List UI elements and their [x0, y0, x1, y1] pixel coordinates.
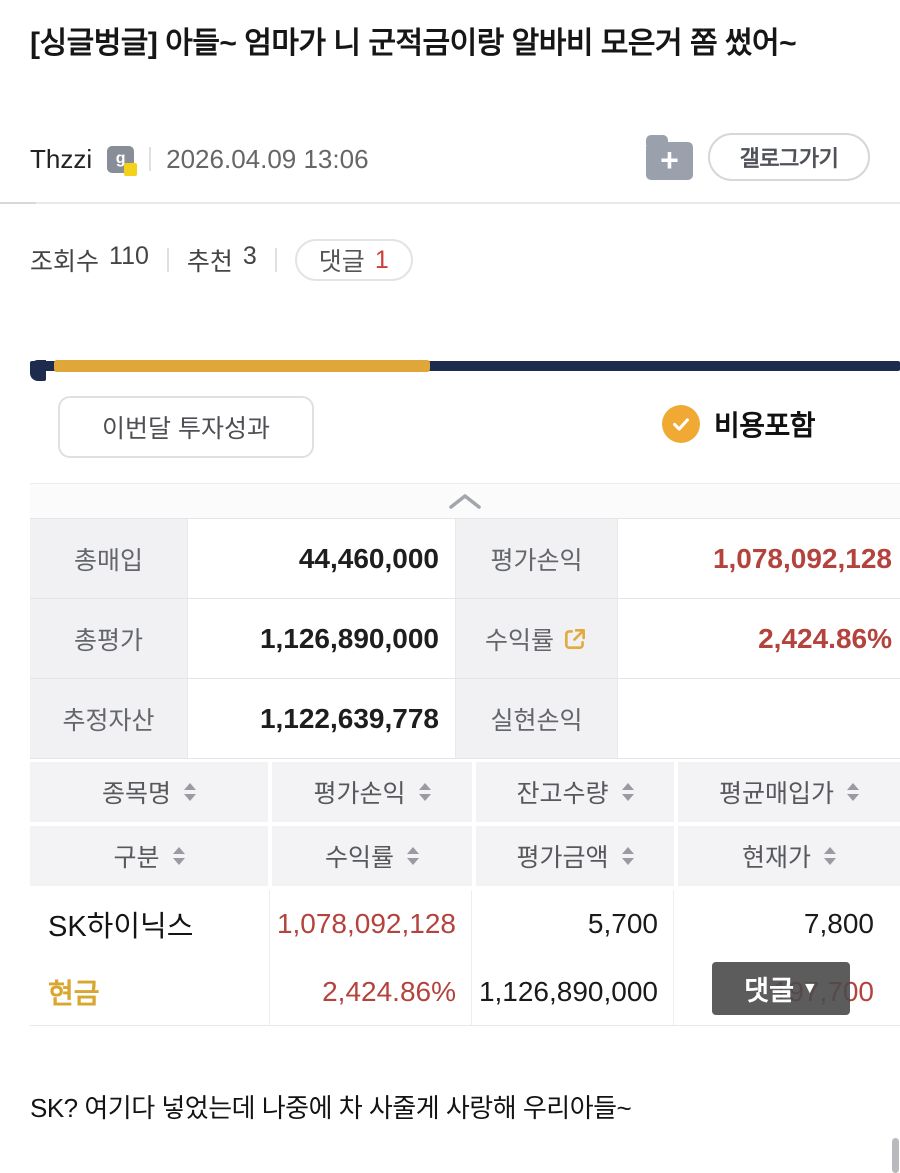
chevron-up-icon — [449, 494, 481, 509]
divider — [166, 248, 169, 272]
triangle-down-icon: ▼ — [801, 979, 818, 997]
sort-stock-name[interactable]: 종목명 — [30, 762, 268, 822]
progress-bar-track — [30, 361, 900, 371]
divider — [274, 248, 277, 272]
comment-count-pill[interactable]: 댓글 1 — [294, 239, 413, 281]
total-buy-value: 44,460,000 — [298, 542, 439, 574]
monthly-performance-button[interactable]: 이번달 투자성과 — [58, 396, 314, 458]
gallog-button[interactable]: 갤로그가기 — [708, 133, 870, 181]
plus-icon: + — [660, 141, 679, 178]
stock-avg-buy-price: 7,800 — [803, 908, 874, 939]
return-rate-value: 2,424.86% — [758, 622, 892, 654]
sort-arrows-icon — [621, 847, 634, 865]
sort-current-price[interactable]: 현재가 — [678, 826, 900, 886]
post-date: 2026.04.09 13:06 — [166, 143, 369, 174]
stock-return-rate: 2,424.86% — [322, 976, 456, 1007]
account-summary-table: 총매입 44,460,000 평가손익 1,078,092,128 총평가 1,… — [30, 518, 900, 759]
est-asset-value: 1,122,639,778 — [259, 702, 439, 734]
cost-include-label: 비용포함 — [714, 410, 816, 441]
cost-include-toggle[interactable]: 비용포함 — [662, 404, 816, 444]
sort-type[interactable]: 구분 — [30, 826, 268, 886]
sort-arrows-icon — [847, 783, 859, 801]
author-row: Thzzi g 2026.04.09 13:06 — [30, 136, 369, 182]
sort-profit-loss[interactable]: 평가손익 — [272, 762, 472, 822]
stock-quantity: 5,700 — [587, 908, 658, 939]
header-divider — [0, 202, 900, 204]
column-divider — [471, 890, 472, 1026]
divider — [149, 147, 152, 171]
eval-pl-label: 평가손익 — [455, 519, 618, 598]
collapse-panel-button[interactable] — [30, 483, 900, 518]
like-count: 추천 3 — [186, 242, 257, 276]
sort-arrows-icon — [407, 847, 419, 865]
post-title: [싱글벙글] 아들~ 엄마가 니 군적금이랑 알바비 모은거 쫌 썼어~ — [30, 27, 797, 60]
external-link-icon[interactable] — [562, 626, 588, 652]
column-divider — [673, 890, 674, 1026]
sort-eval-amount[interactable]: 평가금액 — [476, 826, 674, 886]
sort-return-rate[interactable]: 수익률 — [272, 826, 472, 886]
add-folder-button[interactable]: + — [646, 135, 693, 180]
summary-row: 추정자산 1,122,639,778 실현손익 — [30, 679, 900, 759]
stock-name: SK하이닉스 — [48, 911, 194, 943]
post-stats: 조회수 110 추천 3 댓글 1 — [30, 238, 413, 282]
sort-quantity[interactable]: 잔고수량 — [476, 762, 674, 822]
summary-row: 총평가 1,126,890,000 수익률 2,424.86% — [30, 599, 900, 679]
progress-bar-fill — [54, 360, 430, 372]
gallog-profile-icon[interactable]: g — [107, 145, 138, 176]
sort-arrows-icon — [621, 783, 634, 801]
sort-arrows-icon — [418, 783, 431, 801]
sort-arrows-icon — [172, 847, 185, 865]
author-name[interactable]: Thzzi — [30, 143, 93, 174]
eval-pl-value: 1,078,092,128 — [712, 542, 892, 574]
trading-app-screenshot: 이번달 투자성과 비용포함 총매입 44,460,000 평가손익 1,078,… — [30, 360, 900, 1028]
total-buy-label: 총매입 — [30, 519, 188, 598]
sort-avg-buy-price[interactable]: 평균매입가 — [678, 762, 900, 822]
holdings-header: 종목명 평가손익 잔고수량 평균매입가 구분 — [30, 762, 900, 890]
holding-type: 현금 — [48, 978, 100, 1009]
realized-pl-value — [618, 679, 900, 758]
sort-arrows-icon — [824, 847, 836, 865]
post-body-text: SK? 여기다 넣었는데 나중에 차 사줄게 사랑해 우리아들~ — [30, 1093, 632, 1123]
realized-pl-label: 실현손익 — [455, 679, 618, 758]
comment-jump-button[interactable]: 댓글 ▼ — [712, 962, 850, 1015]
stock-eval-amount: 1,126,890,000 — [478, 976, 658, 1007]
check-circle-icon — [662, 405, 700, 443]
stock-profit-loss: 1,078,092,128 — [276, 908, 456, 939]
comment-count: 1 — [374, 245, 389, 274]
column-divider — [269, 890, 270, 1026]
total-eval-value: 1,126,890,000 — [259, 622, 439, 654]
view-count: 조회수 110 — [30, 242, 149, 276]
sort-arrows-icon — [184, 783, 196, 801]
total-eval-label: 총평가 — [30, 599, 188, 678]
return-rate-label: 수익률 — [455, 599, 618, 678]
scrollbar-thumb[interactable] — [892, 1138, 899, 1173]
summary-row: 총매입 44,460,000 평가손익 1,078,092,128 — [30, 519, 900, 599]
est-asset-label: 추정자산 — [30, 679, 188, 758]
